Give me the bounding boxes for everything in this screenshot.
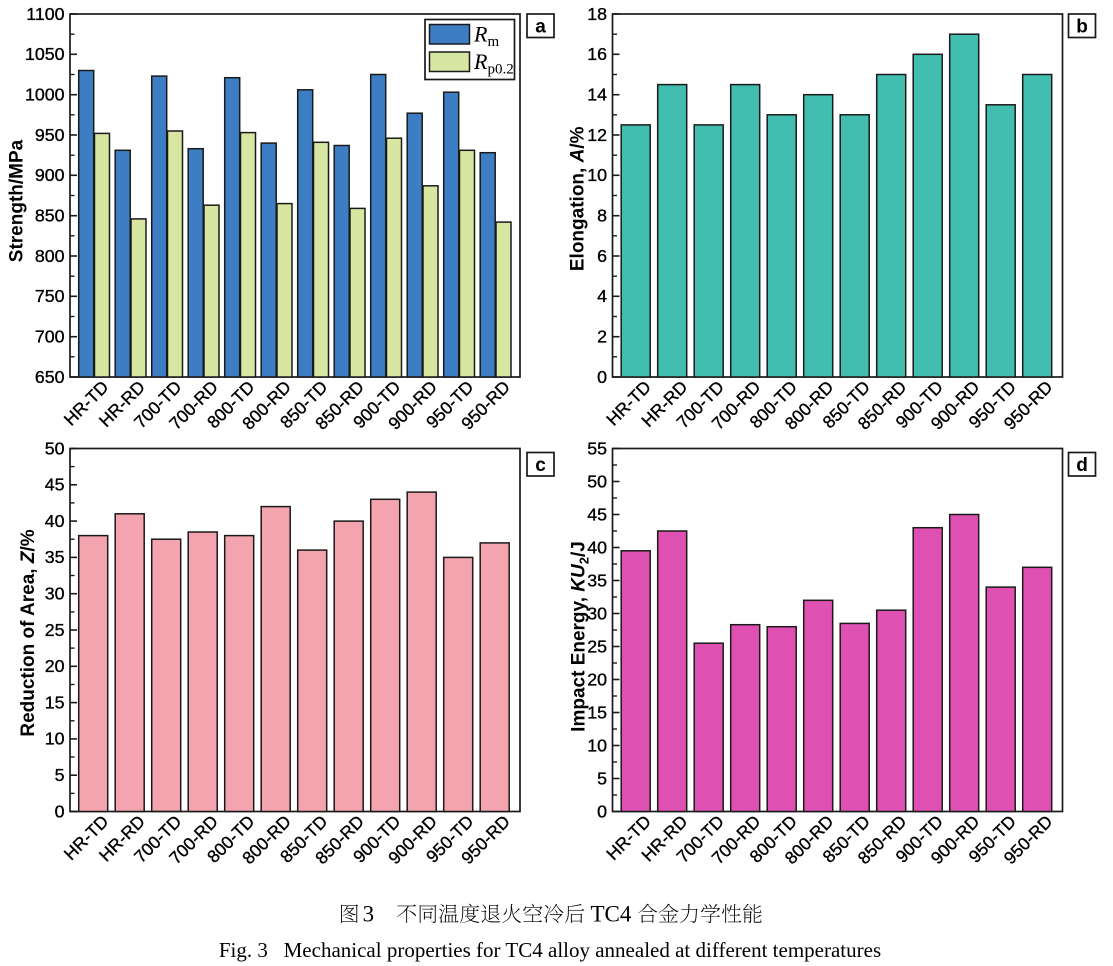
svg-text:Fig. 3 Mechanical properties: Fig. 3 Mechanical properties for TC4 all… [219, 938, 881, 962]
svg-text:18: 18 [587, 4, 607, 24]
svg-text:20: 20 [587, 669, 607, 689]
svg-text:850: 850 [35, 206, 65, 226]
svg-text:Elongation, A/%: Elongation, A/% [568, 126, 589, 271]
svg-text:2: 2 [597, 327, 607, 347]
svg-text:0: 0 [597, 367, 607, 387]
svg-text:1100: 1100 [26, 4, 64, 24]
svg-text:40: 40 [587, 537, 607, 557]
svg-text:30: 30 [45, 584, 65, 604]
svg-text:3: 3 [363, 902, 375, 927]
svg-text:16: 16 [587, 44, 607, 64]
svg-text:10: 10 [45, 729, 65, 749]
svg-text:35: 35 [45, 547, 65, 567]
svg-text:b: b [1076, 17, 1088, 38]
svg-text:15: 15 [45, 692, 65, 712]
svg-text:Strength/MPa: Strength/MPa [7, 139, 28, 262]
svg-text:700: 700 [35, 327, 65, 347]
svg-text:45: 45 [45, 475, 65, 495]
svg-text:50: 50 [587, 471, 607, 491]
svg-text:TC4: TC4 [591, 902, 632, 927]
svg-text:800: 800 [35, 246, 65, 266]
svg-text:25: 25 [45, 620, 65, 640]
svg-text:25: 25 [587, 636, 607, 656]
svg-text:0: 0 [55, 801, 65, 821]
svg-text:8: 8 [597, 206, 607, 226]
svg-text:20: 20 [45, 656, 65, 676]
svg-text:45: 45 [587, 504, 607, 524]
svg-text:5: 5 [597, 768, 607, 788]
svg-text:c: c [535, 455, 546, 476]
svg-text:10: 10 [587, 165, 607, 185]
svg-text:a: a [535, 17, 546, 38]
svg-text:6: 6 [597, 246, 607, 266]
svg-text:0: 0 [597, 801, 607, 821]
svg-text:12: 12 [587, 125, 607, 145]
svg-text:10: 10 [587, 735, 607, 755]
svg-text:1000: 1000 [25, 85, 65, 105]
svg-text:40: 40 [45, 511, 65, 531]
svg-text:35: 35 [587, 570, 607, 590]
svg-text:Reduction of Area, Z/%: Reduction of Area, Z/% [18, 529, 39, 736]
svg-text:900: 900 [35, 165, 65, 185]
svg-text:650: 650 [35, 367, 65, 387]
svg-text:Impact Energy, KU2/J: Impact Energy, KU2/J [569, 541, 592, 732]
svg-text:15: 15 [587, 702, 607, 722]
svg-text:5: 5 [55, 765, 65, 785]
svg-text:50: 50 [45, 438, 65, 458]
svg-text:950: 950 [35, 125, 65, 145]
svg-text:1050: 1050 [25, 44, 65, 64]
svg-text:30: 30 [587, 603, 607, 623]
svg-text:55: 55 [587, 438, 607, 458]
svg-text:4: 4 [597, 286, 607, 306]
svg-text:750: 750 [35, 286, 65, 306]
svg-text:14: 14 [587, 85, 607, 105]
svg-text:d: d [1076, 455, 1088, 476]
svg-text:Rp0.2: Rp0.2 [473, 49, 514, 78]
